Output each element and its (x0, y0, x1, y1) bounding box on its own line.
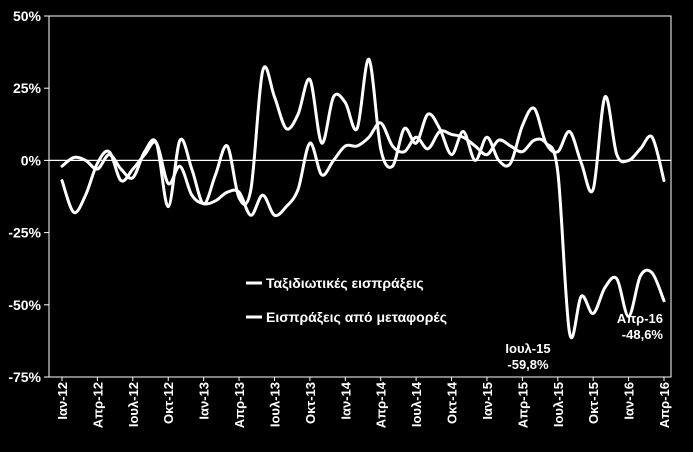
series-line-2 (60, 57, 666, 209)
legend-label: Εισπράξεις από μεταφορές (266, 309, 447, 325)
y-tick-label: 0% (21, 152, 42, 168)
annotation-label: -48,6% (622, 327, 664, 342)
x-tick-label: Ιουλ-12 (126, 382, 141, 427)
annotation-label: Ιουλ-15 (505, 341, 550, 356)
x-tick-label: Απρ-12 (90, 382, 105, 428)
x-tick-label: Οκτ-13 (303, 382, 318, 424)
x-tick-label: Απρ-15 (515, 382, 530, 428)
y-axis: 50% 25% 0% -25% -50% -75% (8, 8, 49, 385)
x-tick-label: Οκτ-12 (161, 382, 176, 424)
x-tick-label: Ιαν-14 (338, 381, 353, 419)
x-tick-label: Οκτ-14 (445, 381, 460, 424)
x-tick-label: Ιαν-15 (480, 382, 495, 420)
annotation-label: -59,8% (507, 357, 549, 372)
x-tick-label: Ιουλ-14 (409, 381, 424, 427)
x-tick-label: Απρ-16 (657, 382, 672, 428)
x-tick-label: Ιουλ-15 (551, 382, 566, 427)
annotation-label: Απρ-16 (617, 311, 663, 326)
x-tick-label: Ιαν-13 (197, 382, 212, 420)
legend-label: Ταξιδιωτικές εισπράξεις (266, 275, 424, 291)
y-tick-label: -75% (8, 369, 41, 385)
x-tick-label: Οκτ-15 (586, 382, 601, 424)
series-layer (60, 57, 666, 339)
x-tick-label: Ιαν-16 (622, 382, 637, 420)
y-tick-label: -25% (8, 225, 41, 241)
legend: Ταξιδιωτικές εισπράξεις Εισπράξεις από με… (246, 275, 447, 325)
x-tick-label: Ιουλ-13 (267, 382, 282, 427)
x-axis: Ιαν-12 Απρ-12 Ιουλ-12 Οκτ-12 Ιαν-13 Απρ-13 Ιου… (55, 377, 672, 428)
x-tick-label: Απρ-13 (232, 382, 247, 428)
y-tick-label: 50% (13, 8, 42, 24)
y-tick-label: 25% (13, 80, 42, 96)
x-tick-label: Ιαν-12 (55, 382, 70, 420)
series-line-1 (60, 121, 666, 339)
y-tick-label: -50% (8, 297, 41, 313)
plot-frame (48, 15, 672, 378)
annotations: Ιουλ-15-59,8% Απρ-16-48,6% (505, 311, 663, 372)
x-tick-label: Απρ-14 (374, 381, 389, 428)
